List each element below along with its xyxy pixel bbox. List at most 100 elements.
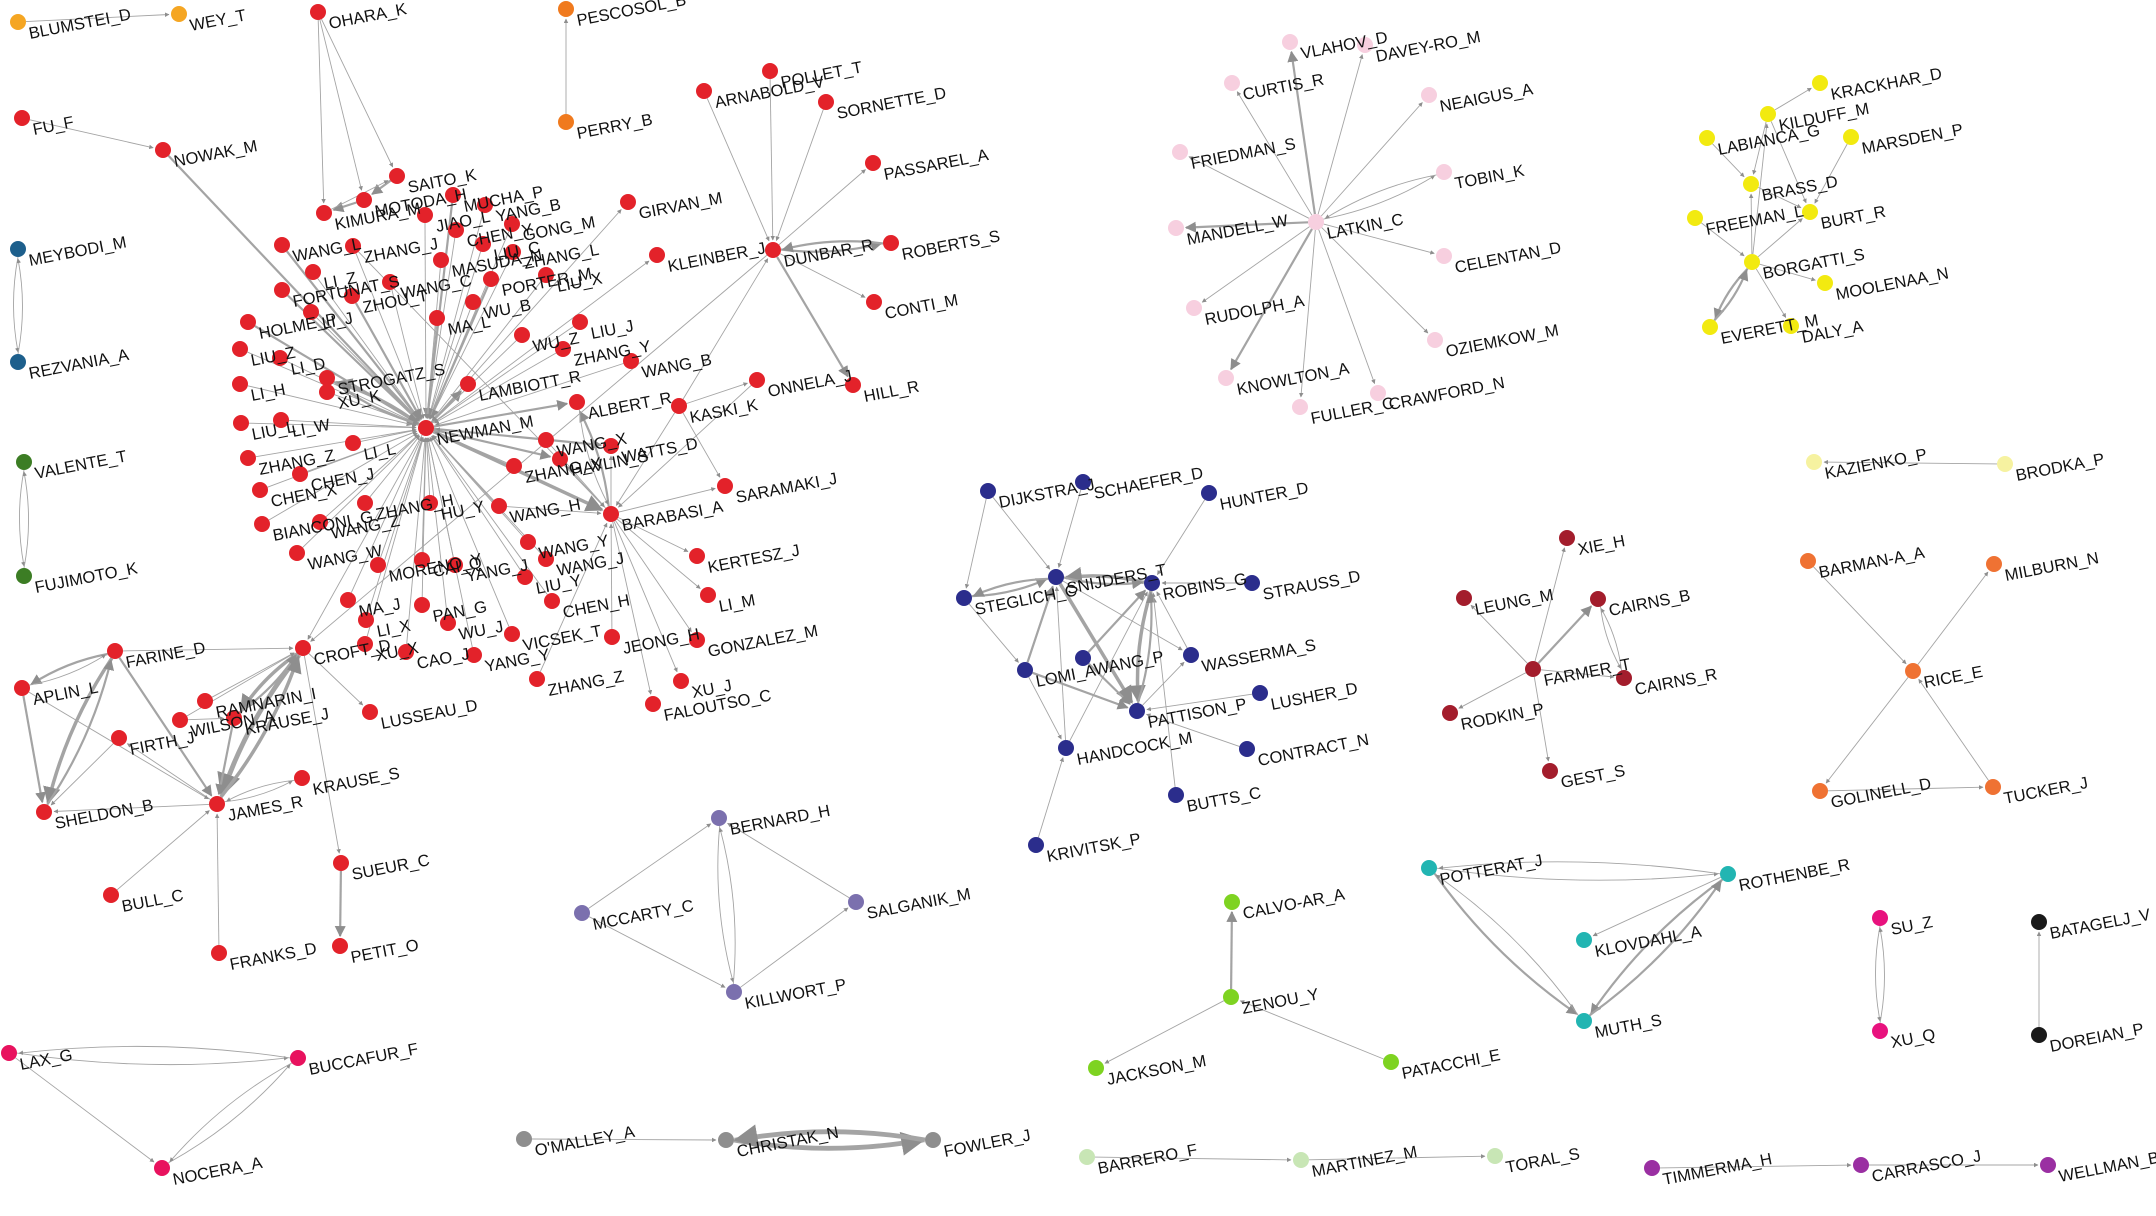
node-LI_W[interactable] — [273, 412, 289, 428]
node-LIU_J[interactable] — [572, 314, 588, 330]
node-SCHAEFER_D[interactable] — [1075, 474, 1091, 490]
node-LI_D[interactable] — [272, 350, 288, 366]
node-WILSON_A[interactable] — [172, 712, 188, 728]
node-FIRTH_J[interactable] — [111, 730, 127, 746]
node-JACKSON_M[interactable] — [1088, 1060, 1104, 1076]
node-XU_X[interactable] — [357, 636, 373, 652]
node-KASKI_K[interactable] — [671, 398, 687, 414]
node-LIU_Y[interactable] — [517, 569, 533, 585]
node-WANG_C[interactable] — [382, 274, 398, 290]
node-KRAUSE_S[interactable] — [294, 770, 310, 786]
node-SARAMAKI_J[interactable] — [717, 478, 733, 494]
node-ZHANG_X[interactable] — [506, 458, 522, 474]
node-ROTHENBE_R[interactable] — [1720, 866, 1736, 882]
node-TUCKER_J[interactable] — [1985, 779, 2001, 795]
node-CONTRACT_N[interactable] — [1239, 741, 1255, 757]
node-MASUDA_N[interactable] — [433, 252, 449, 268]
node-CHEN_Y[interactable] — [448, 222, 464, 238]
node-BERNARD_H[interactable] — [711, 810, 727, 826]
node-NOCERA_A[interactable] — [154, 1160, 170, 1176]
node-FULLER_C[interactable] — [1292, 399, 1308, 415]
node-SNIJDERS_T[interactable] — [1048, 569, 1064, 585]
node-MARTINEZ_M[interactable] — [1293, 1152, 1309, 1168]
node-CROFT_D[interactable] — [295, 640, 311, 656]
node-SORNETTE_D[interactable] — [818, 94, 834, 110]
node-RODKIN_P[interactable] — [1442, 705, 1458, 721]
node-LAX_G[interactable] — [1, 1045, 17, 1061]
node-BURT_R[interactable] — [1802, 204, 1818, 220]
node-RUDOLPH_A[interactable] — [1186, 300, 1202, 316]
node-ZHOU_T[interactable] — [344, 288, 360, 304]
node-KLEINBER_J[interactable] — [649, 247, 665, 263]
node-FRIEDMAN_S[interactable] — [1172, 144, 1188, 160]
node-WANG_L[interactable] — [274, 237, 290, 253]
node-GONZALEZ_M[interactable] — [689, 632, 705, 648]
node-DOREIAN_P[interactable] — [2031, 1027, 2047, 1043]
node-ZHANG_L[interactable] — [505, 244, 521, 260]
node-PORTER_M[interactable] — [483, 271, 499, 287]
node-CAI_Q[interactable] — [414, 552, 430, 568]
node-KLOVDAHL_A[interactable] — [1576, 932, 1592, 948]
node-MARSDEN_P[interactable] — [1843, 129, 1859, 145]
node-STROGATZ_S[interactable] — [319, 370, 335, 386]
node-WU_B[interactable] — [465, 294, 481, 310]
node-WANG_B[interactable] — [623, 353, 639, 369]
node-BARABASI_A[interactable] — [603, 506, 619, 522]
node-SU_Z[interactable] — [1872, 910, 1888, 926]
node-PAN_G[interactable] — [414, 597, 430, 613]
node-HOLME_P[interactable] — [240, 314, 256, 330]
node-OZIEMKOW_M[interactable] — [1427, 332, 1443, 348]
node-FARINE_D[interactable] — [107, 643, 123, 659]
node-GONG_M[interactable] — [504, 216, 520, 232]
node-STEGLICH_C[interactable] — [956, 590, 972, 606]
node-GIRVAN_M[interactable] — [620, 194, 636, 210]
node-FRANKS_D[interactable] — [211, 945, 227, 961]
node-RAMNARIN_I[interactable] — [197, 693, 213, 709]
node-TORAL_S[interactable] — [1487, 1148, 1503, 1164]
node-FU_F[interactable] — [14, 110, 30, 126]
node-TIMMERMA_H[interactable] — [1644, 1160, 1660, 1176]
node-PATTISON_P[interactable] — [1129, 703, 1145, 719]
node-ZHANG_Z[interactable] — [240, 450, 256, 466]
node-PESCOSOL_B[interactable] — [558, 1, 574, 17]
node-WANG_W[interactable] — [289, 545, 305, 561]
node-POLLET_T[interactable] — [762, 63, 778, 79]
node-LI_M[interactable] — [700, 587, 716, 603]
node-MANDELL_W[interactable] — [1168, 220, 1184, 236]
node-SALGANIK_M[interactable] — [848, 894, 864, 910]
node-XU_K[interactable] — [319, 384, 335, 400]
node-ARNABOLD_V[interactable] — [696, 83, 712, 99]
node-XU_Q[interactable] — [1872, 1023, 1888, 1039]
node-MORENO_Y[interactable] — [370, 557, 386, 573]
node-LIU_X[interactable] — [538, 267, 554, 283]
node-GOLINELL_D[interactable] — [1812, 783, 1828, 799]
node-LI_H[interactable] — [232, 376, 248, 392]
node-YANG_B[interactable] — [477, 197, 493, 213]
node-BIANCONI_G[interactable] — [254, 516, 270, 532]
node-ZHANG_Z2[interactable] — [529, 671, 545, 687]
node-BARRERO_F[interactable] — [1079, 1149, 1095, 1165]
node-ROBINS_G[interactable] — [1144, 575, 1160, 591]
node-CAIRNS_R[interactable] — [1616, 670, 1632, 686]
node-KERTESZ_J[interactable] — [689, 548, 705, 564]
node-MOTODA_H[interactable] — [356, 192, 372, 208]
node-SHELDON_B[interactable] — [36, 804, 52, 820]
node-CRAWFORD_N[interactable] — [1370, 385, 1386, 401]
node-CHRISTAK_N[interactable] — [718, 1132, 734, 1148]
node-BULL_C[interactable] — [103, 887, 119, 903]
node-DUNBAR_R[interactable] — [765, 242, 781, 258]
node-WATTS_D[interactable] — [603, 438, 619, 454]
node-BUCCAFUR_F[interactable] — [290, 1050, 306, 1066]
node-CONTI_M[interactable] — [866, 294, 882, 310]
node-HUNTER_D[interactable] — [1201, 485, 1217, 501]
node-WANG_Z[interactable] — [312, 514, 328, 530]
node-BRODKA_P[interactable] — [1997, 456, 2013, 472]
node-BUTTS_C[interactable] — [1168, 787, 1184, 803]
node-NEWMAN_M[interactable] — [418, 420, 434, 436]
node-RICE_E[interactable] — [1905, 663, 1921, 679]
node-CAIRNS_B[interactable] — [1590, 591, 1606, 607]
node-KRIVITSK_P[interactable] — [1028, 837, 1044, 853]
node-APLIN_L[interactable] — [14, 680, 30, 696]
node-REZVANIA_A[interactable] — [10, 354, 26, 370]
node-LI_X[interactable] — [358, 612, 374, 628]
